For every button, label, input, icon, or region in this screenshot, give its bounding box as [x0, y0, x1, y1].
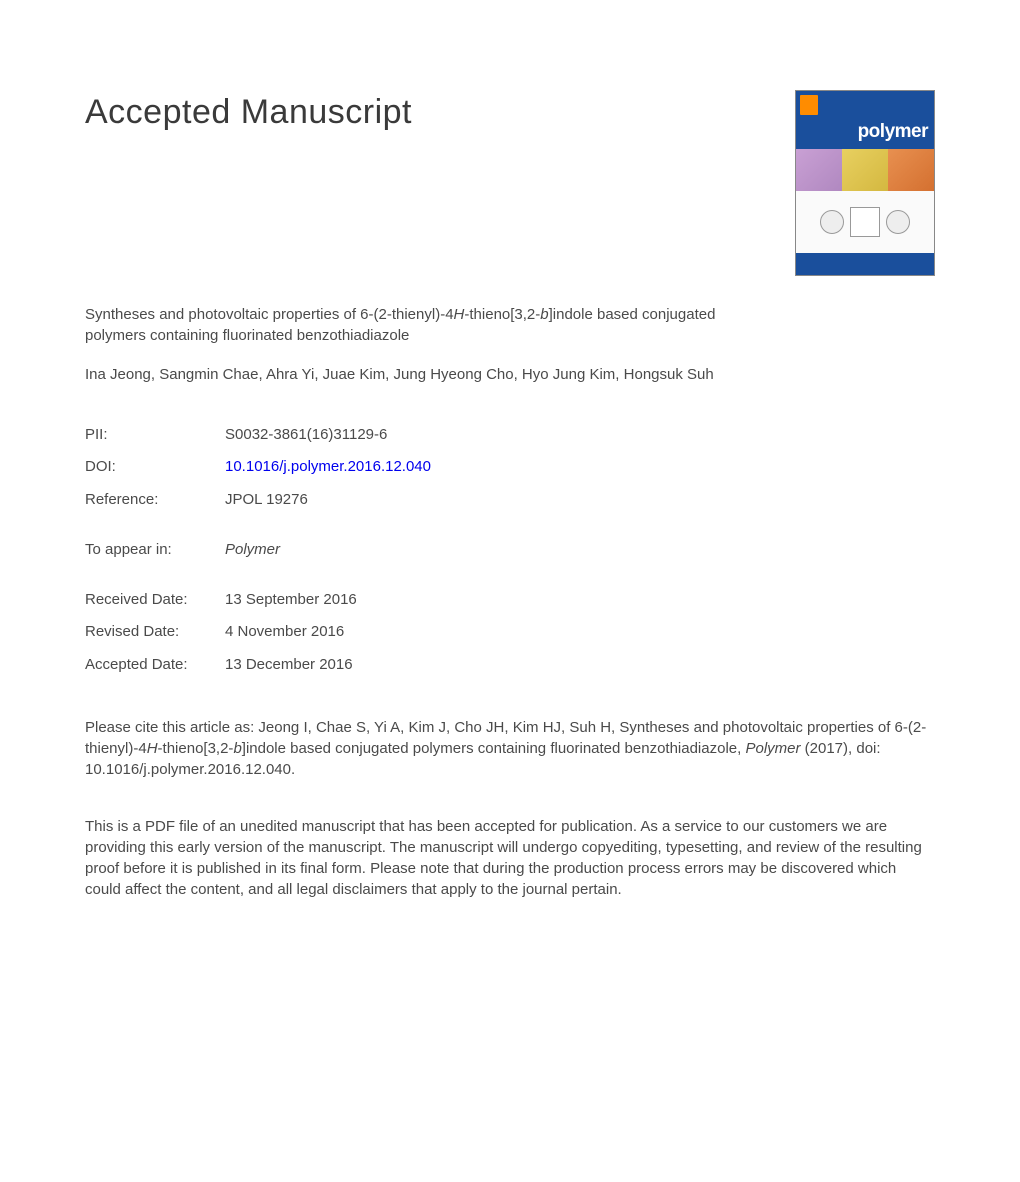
- meta-row-accepted: Accepted Date: 13 December 2016: [85, 649, 431, 681]
- meta-label: Revised Date:: [85, 616, 225, 648]
- cover-image-strip: [796, 149, 934, 191]
- meta-row-doi: DOI: 10.1016/j.polymer.2016.12.040: [85, 451, 431, 483]
- title-italic: b: [540, 306, 548, 323]
- citation-text: ]indole based conjugated polymers contai…: [242, 740, 746, 757]
- meta-label: Accepted Date:: [85, 649, 225, 681]
- header-row: Accepted Manuscript polymer: [85, 90, 935, 276]
- meta-label: Reference:: [85, 484, 225, 516]
- citation-italic: b: [233, 740, 241, 757]
- meta-row-revised: Revised Date: 4 November 2016: [85, 616, 431, 648]
- cover-graphic-shape: [886, 210, 910, 234]
- meta-row-received: Received Date: 13 September 2016: [85, 584, 431, 616]
- publisher-logo-icon: [800, 95, 818, 115]
- citation-text: -thieno[3,2-: [158, 740, 234, 757]
- citation-paragraph: Please cite this article as: Jeong I, Ch…: [85, 717, 935, 780]
- metadata-table: PII: S0032-3861(16)31129-6 DOI: 10.1016/…: [85, 419, 431, 681]
- meta-label: PII:: [85, 419, 225, 451]
- accepted-manuscript-heading: Accepted Manuscript: [85, 90, 412, 136]
- meta-row-pii: PII: S0032-3861(16)31129-6: [85, 419, 431, 451]
- cover-header: polymer: [796, 91, 934, 149]
- article-title: Syntheses and photovoltaic properties of…: [85, 304, 775, 346]
- meta-spacer: [85, 566, 431, 584]
- meta-label: DOI:: [85, 451, 225, 483]
- meta-value: S0032-3861(16)31129-6: [225, 419, 431, 451]
- meta-value: 13 December 2016: [225, 649, 431, 681]
- cover-graphic-area: [796, 191, 934, 253]
- meta-value-journal: Polymer: [225, 534, 431, 566]
- meta-row-reference: Reference: JPOL 19276: [85, 484, 431, 516]
- cover-strip-panel: [842, 149, 888, 191]
- title-text: -thieno[3,2-: [464, 306, 540, 323]
- cover-strip-panel: [796, 149, 842, 191]
- citation-journal: Polymer: [745, 740, 800, 757]
- meta-label: Received Date:: [85, 584, 225, 616]
- meta-value: JPOL 19276: [225, 484, 431, 516]
- cover-journal-name: polymer: [858, 119, 928, 145]
- cover-footer: [796, 253, 934, 275]
- cover-body: [796, 149, 934, 253]
- authors-list: Ina Jeong, Sangmin Chae, Ahra Yi, Juae K…: [85, 364, 775, 385]
- citation-italic: H: [147, 740, 158, 757]
- meta-value: 13 September 2016: [225, 584, 431, 616]
- meta-spacer: [85, 516, 431, 534]
- title-italic: H: [454, 306, 465, 323]
- cover-graphic-shape: [820, 210, 844, 234]
- title-text: Syntheses and photovoltaic properties of…: [85, 306, 454, 323]
- meta-row-appear: To appear in: Polymer: [85, 534, 431, 566]
- meta-label: To appear in:: [85, 534, 225, 566]
- journal-cover-thumbnail: polymer: [795, 90, 935, 276]
- cover-strip-panel: [888, 149, 934, 191]
- doi-link[interactable]: 10.1016/j.polymer.2016.12.040: [225, 451, 431, 483]
- cover-graphic-shape: [850, 207, 880, 237]
- disclaimer-paragraph: This is a PDF file of an unedited manusc…: [85, 816, 935, 900]
- meta-value: 4 November 2016: [225, 616, 431, 648]
